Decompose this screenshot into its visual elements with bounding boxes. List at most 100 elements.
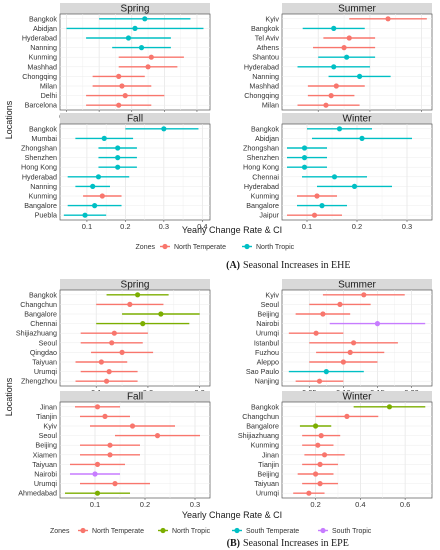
y-tick-label: Hyderabad <box>22 34 57 43</box>
point-estimate <box>315 442 321 448</box>
point-estimate <box>102 413 108 419</box>
point-estimate <box>313 330 319 336</box>
b-caption-text: Seasonal Increases in EPE <box>243 538 349 549</box>
a-xlabel: Yearly Change Rate & CI <box>182 225 282 235</box>
panel-a-winter: Winter 0.1 0.2 0.3 BangkokAbidjanZhongshanSh… <box>243 113 433 231</box>
panel-title: Summer <box>338 4 376 15</box>
y-tick-label: Kyiv <box>43 422 57 431</box>
b-legend-title: Zones <box>50 528 70 535</box>
panel-strip <box>60 279 210 290</box>
point-estimate <box>328 93 334 99</box>
y-tick-label: Tianjin <box>258 460 279 469</box>
plot-area <box>59 123 211 221</box>
panel-b-winter: Winter 0.2 0.4 0.6 BangkokChangchunBangalore… <box>238 391 433 509</box>
x-tick-label: 0.2 <box>120 222 130 231</box>
point-estimate <box>319 203 325 209</box>
point-estimate <box>109 340 115 346</box>
legend-key-dot <box>80 527 86 534</box>
point-estimate <box>374 321 381 327</box>
panel-title: Fall <box>127 392 143 403</box>
a-legend-title: Zones <box>136 244 156 251</box>
panel-strip <box>282 391 432 402</box>
a-ylabel: Locations <box>4 100 14 139</box>
point-estimate <box>331 174 338 180</box>
x-tick-label: 0.1 <box>90 500 100 509</box>
y-tick-label: Hong Kong <box>243 163 279 172</box>
point-estimate <box>341 45 347 51</box>
y-tick-label: Mumbai <box>31 134 57 143</box>
x-tick-label: 0.2 <box>310 500 320 509</box>
y-tick-label: Beijing <box>35 441 57 450</box>
y-tick-label: Hong Kong <box>21 163 57 172</box>
point-estimate <box>321 452 328 458</box>
y-tick-label: Seoul <box>39 338 58 347</box>
y-tick-label: Kyiv <box>265 14 279 23</box>
point-estimate <box>111 330 117 336</box>
legend-label: South Tropic <box>332 528 372 535</box>
y-tick-label: Zhongshan <box>243 144 279 153</box>
point-estimate <box>311 212 318 218</box>
y-tick-label: Sao Paulo <box>246 367 279 376</box>
y-tick-label: Bangkok <box>29 124 57 133</box>
y-tick-label: Aleppo <box>257 358 279 367</box>
point-estimate <box>344 413 350 419</box>
y-tick-label: Taiyuan <box>254 479 279 488</box>
panel-strip <box>60 113 210 124</box>
panel-title: Winter <box>343 114 373 125</box>
point-estimate <box>107 452 113 458</box>
y-tick-label: Beijing <box>257 310 279 319</box>
y-tick-label: Xiamen <box>33 450 57 459</box>
point-estimate <box>125 35 132 41</box>
point-estimate <box>350 340 357 346</box>
y-tick-label: Seoul <box>261 300 280 309</box>
plot-area <box>281 13 433 111</box>
y-tick-label: Barcelona <box>25 101 57 110</box>
panel-title: Summer <box>338 280 376 291</box>
y-tick-label: Urumqi <box>34 367 58 376</box>
y-tick-label: Urumqi <box>34 479 58 488</box>
point-estimate <box>145 64 151 70</box>
panel-strip <box>282 279 432 290</box>
legend-key-dot <box>244 243 250 250</box>
point-estimate <box>112 481 118 487</box>
y-tick-label: Fuzhou <box>255 348 279 357</box>
a-caption-text: Seasonal Increases in EHE <box>243 260 350 271</box>
point-estimate <box>95 174 102 180</box>
x-tick-label: 0.4 <box>197 222 207 231</box>
y-tick-label: Zhengzhou <box>21 377 57 386</box>
point-estimate <box>116 102 122 108</box>
point-estimate <box>320 311 326 317</box>
legend-key-dot <box>162 243 168 250</box>
y-tick-label: Bangalore <box>246 201 279 210</box>
point-estimate <box>134 292 141 298</box>
y-tick-label: Shenzhen <box>247 153 279 162</box>
point-estimate <box>129 423 136 429</box>
point-estimate <box>92 203 98 209</box>
point-estimate <box>347 349 353 355</box>
y-tick-label: Shenzhen <box>25 153 57 162</box>
y-tick-label: Chongqing <box>22 72 57 81</box>
panel-b-summer: Summer0.050.100.150.20KyivSeoulBeijingNa… <box>246 279 433 397</box>
b-ylabel: Locations <box>4 377 14 416</box>
y-tick-label: Qingdao <box>30 348 57 357</box>
a-legend: North Temperate North Tropic <box>160 243 295 251</box>
point-estimate <box>337 301 343 307</box>
point-estimate <box>161 126 167 132</box>
y-tick-label: Jinan <box>262 450 279 459</box>
point-estimate <box>323 369 329 375</box>
y-tick-label: Shantou <box>252 53 279 62</box>
y-tick-label: Milan <box>262 101 279 110</box>
x-tick-label: 0.4 <box>355 500 365 509</box>
legend-label: South Temperate <box>246 528 299 535</box>
y-tick-label: Abidjan <box>255 134 279 143</box>
x-tick-label: 0.6 <box>400 500 410 509</box>
panels: Spring0.000.050.100.150.20BangkokAbidjan… <box>16 3 433 509</box>
y-tick-label: Nairobi <box>34 470 57 479</box>
point-estimate <box>94 490 101 496</box>
y-tick-label: Urumqi <box>256 489 280 498</box>
point-estimate <box>333 83 339 89</box>
x-tick-label: 0.2 <box>140 500 150 509</box>
point-estimate <box>306 490 312 496</box>
plot-area <box>281 401 433 499</box>
